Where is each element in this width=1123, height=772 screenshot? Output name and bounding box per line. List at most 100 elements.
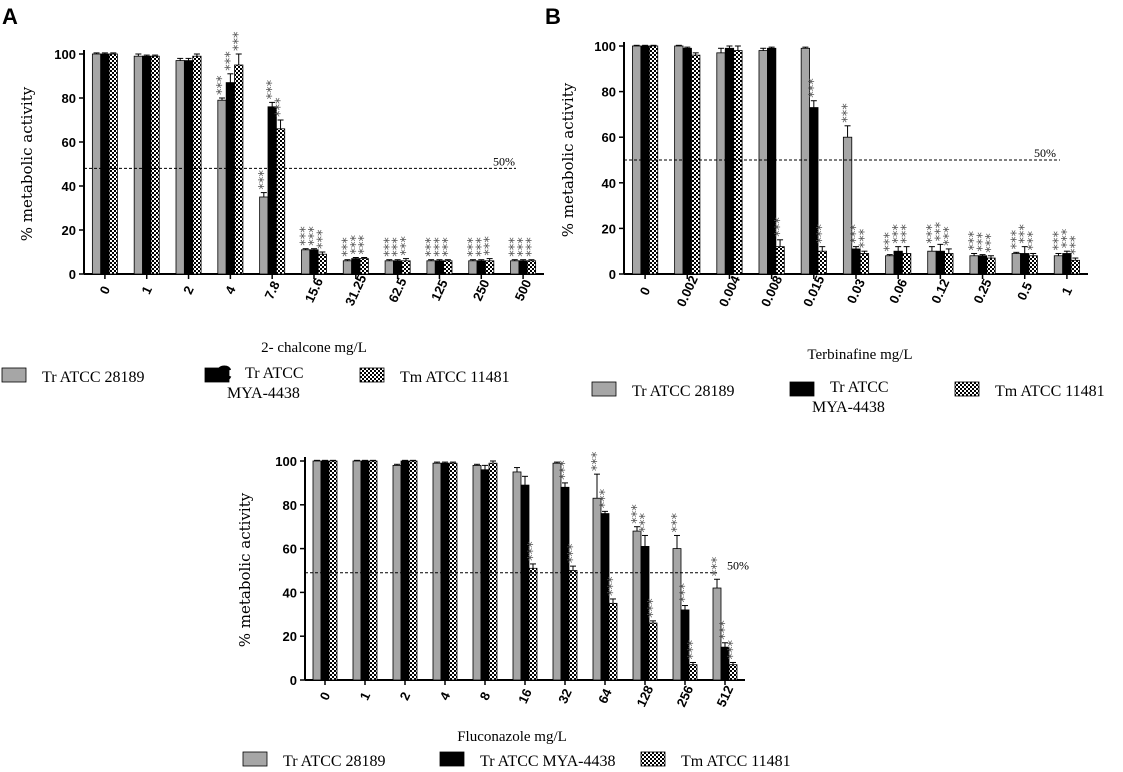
y-tick-label: 60 (602, 130, 616, 145)
bar-black-0.06 (893, 250, 903, 275)
x-tick-label: 16 (515, 686, 535, 705)
significance-stars: *** (942, 226, 957, 246)
significance-stars: *** (841, 103, 856, 123)
reference-line-label: 50% (727, 559, 749, 573)
bar-gray-256 (672, 548, 682, 681)
bar-gray-0.5 (1011, 253, 1021, 275)
significance-stars: *** (773, 217, 788, 237)
legend-swatch-black (789, 381, 815, 397)
panel-letter: C (216, 361, 232, 386)
significance-stars: *** (474, 237, 489, 257)
bar-black-1 (360, 460, 370, 681)
bar-checker-1 (150, 55, 160, 275)
significance-stars: *** (232, 31, 247, 51)
bar-black-0.5 (1020, 253, 1030, 275)
significance-stars: *** (1060, 228, 1075, 248)
bar-black-0.015 (809, 107, 819, 275)
bar-gray-62.5 (384, 260, 394, 275)
bar-checker-7.8 (275, 128, 286, 275)
bar-black-8 (480, 469, 490, 681)
significance-stars: *** (307, 226, 322, 246)
significance-stars: *** (976, 232, 991, 252)
legend: Tr ATCC 28189 Tr ATCC MYA-4438 Tm ATCC 114… (242, 751, 791, 770)
significance-stars: *** (678, 583, 693, 603)
x-tick-label: 4 (222, 283, 239, 297)
bar-checker-0 (328, 460, 338, 681)
significance-stars: *** (483, 236, 498, 256)
significance-stars: *** (638, 512, 653, 532)
bar-checker-0 (108, 53, 118, 275)
legend-label-line2: MYA-4438 (812, 399, 885, 416)
significance-stars: *** (686, 639, 701, 659)
legend-label: Tm ATCC 11481 (400, 369, 510, 386)
y-tick-label: 80 (62, 91, 76, 106)
x-axis-label: Terbinafine mg/L (807, 347, 912, 363)
y-axis-label: % metabolic activity (236, 492, 254, 647)
legend-label: Tr ATCC (830, 379, 889, 396)
bar-gray-125 (426, 260, 436, 275)
significance-stars: *** (391, 237, 406, 257)
x-tick-label: 0.008 (758, 273, 785, 309)
x-tick-label: 0.03 (844, 276, 868, 305)
x-tick-label: 0.015 (800, 273, 827, 309)
legend-label: Tm ATCC 11481 (995, 383, 1105, 400)
significance-stars: *** (357, 235, 372, 255)
bar-black-0 (320, 460, 330, 681)
legend-swatch-checker (640, 751, 666, 767)
x-tick-label: 256 (674, 683, 697, 709)
bar-gray-16 (512, 471, 522, 681)
x-tick-label: 250 (470, 277, 493, 303)
significance-stars: *** (508, 237, 523, 257)
reference-line-label: 50% (493, 154, 515, 168)
bar-black-0.002 (682, 47, 692, 275)
bar-gray-128 (632, 530, 642, 681)
x-axis-label: 2- chalcone mg/L (261, 340, 367, 356)
legend-label: Tr ATCC 28189 (283, 753, 386, 770)
y-tick-label: 0 (609, 267, 616, 282)
significance-stars: *** (265, 79, 280, 99)
y-tick-label: 100 (594, 39, 616, 54)
significance-stars: *** (718, 620, 733, 640)
y-tick-label: 60 (62, 135, 76, 150)
significance-stars: *** (299, 226, 314, 246)
legend-swatch-black (204, 367, 230, 383)
bar-gray-15.6 (301, 249, 311, 275)
significance-stars: *** (1026, 230, 1041, 250)
bar-gray-4 (432, 462, 442, 681)
significance-stars: *** (466, 237, 481, 257)
legend-swatch-gray (591, 381, 617, 397)
x-tick-label: 125 (428, 277, 451, 303)
x-tick-label: 0.12 (928, 276, 952, 305)
y-tick-label: 0 (290, 673, 297, 688)
x-axis-label: Fluconazole mg/L (457, 729, 567, 745)
bar-black-500 (518, 260, 528, 275)
significance-stars: *** (598, 488, 613, 508)
significance-stars: *** (526, 541, 541, 561)
legend-label-line2: MYA-4438 (227, 385, 300, 402)
legend-swatch-black (439, 751, 465, 767)
bar-checker-0.004 (733, 50, 743, 275)
panel-letter: B (545, 4, 561, 29)
bar-gray-500 (510, 260, 520, 275)
x-tick-label: 1 (138, 284, 155, 297)
bar-black-2 (400, 460, 410, 681)
significance-stars: *** (349, 235, 364, 255)
significance-stars: *** (606, 576, 621, 596)
bar-black-250 (476, 260, 486, 275)
y-tick-label: 20 (62, 223, 76, 238)
bar-black-0.004 (724, 47, 735, 275)
significance-stars: *** (933, 221, 948, 241)
bar-checker-62.5 (401, 260, 411, 275)
bar-checker-250 (485, 260, 495, 275)
legend-swatch-gray (242, 751, 268, 767)
bar-checker-0.008 (775, 246, 785, 275)
bar-black-4 (225, 82, 235, 275)
bar-checker-256 (688, 664, 698, 681)
significance-stars: *** (925, 224, 940, 244)
x-tick-label: 500 (512, 277, 535, 303)
x-tick-label: 0.5 (1014, 280, 1035, 303)
bar-checker-0.25 (986, 257, 996, 275)
y-tick-label: 100 (275, 454, 297, 469)
